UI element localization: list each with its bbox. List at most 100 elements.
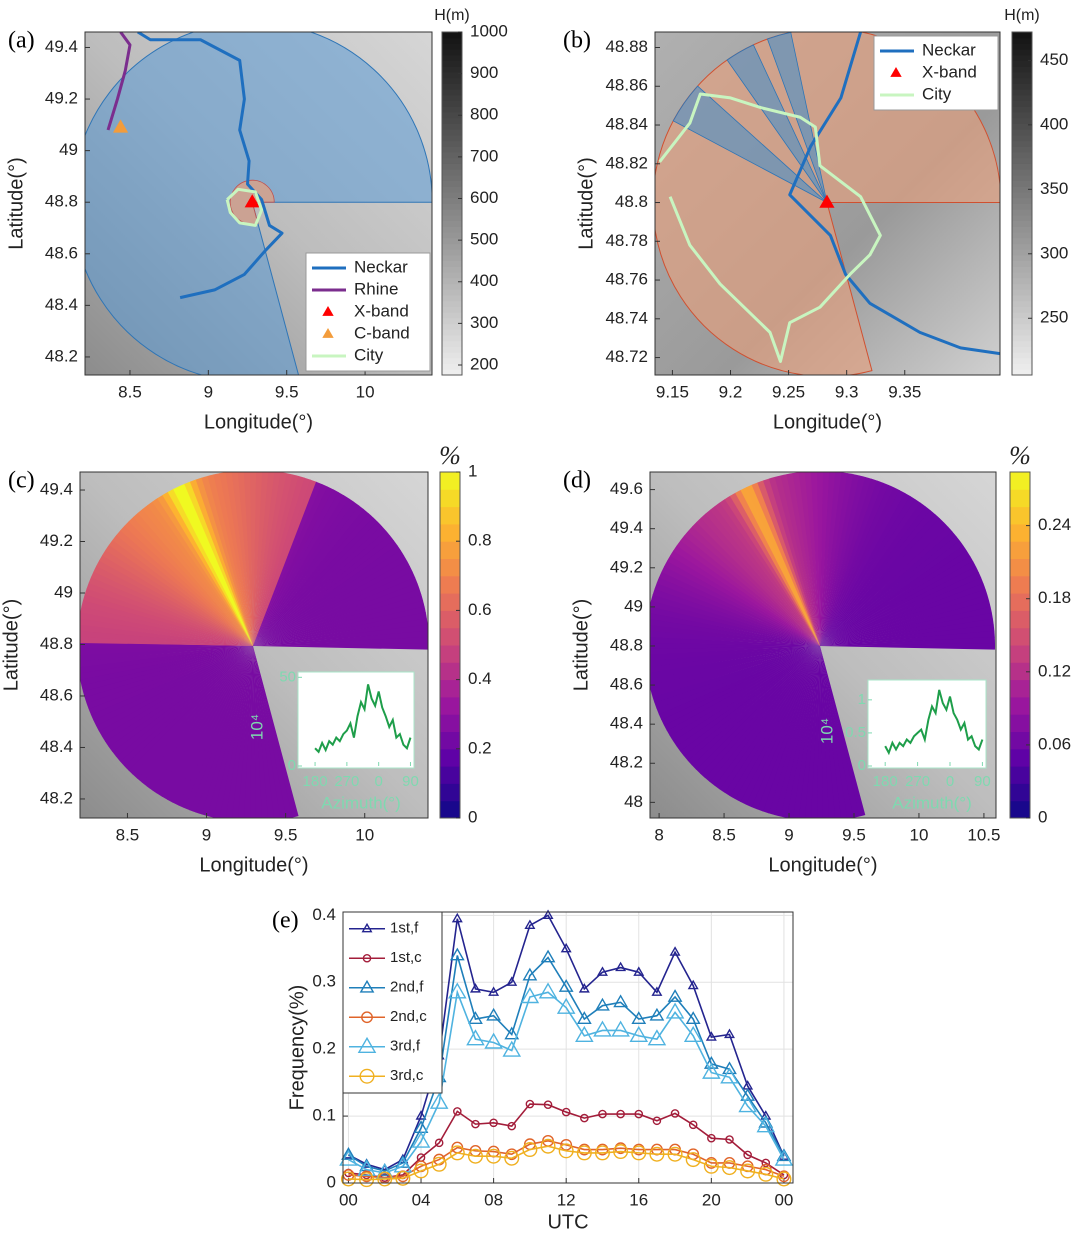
colorbar-band bbox=[442, 49, 462, 56]
colorbar-band bbox=[1010, 541, 1030, 559]
colorbar-band bbox=[1012, 163, 1032, 170]
frequency-field bbox=[751, 646, 820, 810]
inset-x-tick-label: 180 bbox=[873, 773, 898, 790]
colorbar-band bbox=[1012, 106, 1032, 113]
frequency-field bbox=[656, 646, 820, 715]
marker bbox=[613, 994, 629, 1008]
frequency-field bbox=[162, 491, 253, 646]
frequency-field bbox=[820, 490, 906, 646]
inset-y-tick-label: 0 bbox=[288, 757, 296, 774]
colorbar-band bbox=[442, 37, 462, 44]
frequency-field bbox=[253, 606, 426, 646]
colorbar-band bbox=[442, 54, 462, 62]
frequency-field bbox=[88, 576, 253, 646]
frequency-field bbox=[820, 522, 949, 646]
frequency-field bbox=[93, 646, 253, 726]
frequency-field bbox=[105, 646, 254, 747]
frequency-field bbox=[798, 472, 820, 646]
marker bbox=[688, 1120, 698, 1130]
y-tick-label: 48.2 bbox=[40, 788, 73, 807]
frequency-field bbox=[80, 642, 253, 650]
colorbar-band bbox=[440, 523, 460, 542]
frequency-field bbox=[654, 646, 820, 709]
frequency-field bbox=[249, 646, 257, 818]
frequency-field bbox=[237, 472, 253, 646]
frequency-field bbox=[178, 483, 253, 646]
colorbar-band bbox=[1012, 60, 1032, 67]
frequency-field bbox=[820, 482, 889, 646]
legend-label: Neckar bbox=[922, 40, 976, 59]
marker bbox=[525, 1099, 535, 1109]
colorbar-band bbox=[442, 277, 462, 285]
marker bbox=[468, 1011, 483, 1024]
inset-x-tick-label: 90 bbox=[402, 773, 419, 790]
x-tick-label: 20 bbox=[702, 1190, 721, 1209]
marker bbox=[576, 1145, 592, 1161]
frequency-field bbox=[676, 540, 820, 646]
frequency-field bbox=[683, 530, 820, 646]
y-axis-label: Latitude(°) bbox=[0, 599, 22, 692]
marker bbox=[707, 1133, 716, 1143]
colorbar-tick-label: 0.2 bbox=[468, 738, 492, 757]
colorbar-band bbox=[1012, 300, 1032, 307]
marker bbox=[596, 966, 608, 976]
x-tick-label: 10 bbox=[356, 382, 375, 401]
colorbar-band bbox=[442, 163, 462, 170]
frequency-field bbox=[95, 646, 253, 732]
frequency-field bbox=[253, 624, 428, 646]
colorbar-band bbox=[1010, 714, 1030, 732]
marker bbox=[611, 1020, 630, 1037]
frequency-field bbox=[786, 473, 820, 646]
colorbar-band bbox=[442, 260, 462, 267]
frequency-field bbox=[253, 495, 350, 646]
colorbar-band bbox=[1012, 369, 1032, 376]
frequency-field bbox=[700, 513, 820, 646]
radar-marker bbox=[244, 194, 260, 208]
colorbar-band bbox=[442, 169, 462, 176]
legend-label: Neckar bbox=[354, 257, 408, 276]
frequency-field bbox=[709, 505, 820, 646]
colorbar-band bbox=[440, 679, 460, 698]
frequency-field bbox=[161, 646, 253, 800]
y-tick-label: 48.4 bbox=[40, 737, 73, 756]
marker bbox=[774, 1149, 794, 1166]
colorbar-band bbox=[1012, 54, 1032, 62]
y-tick-label: 49.2 bbox=[40, 531, 73, 550]
frequency-field bbox=[669, 646, 820, 742]
y-tick-label: 48.2 bbox=[45, 346, 78, 365]
colorbar-band bbox=[1012, 123, 1032, 130]
plot-frame bbox=[654, 31, 1001, 376]
map-line bbox=[658, 92, 882, 363]
colorbar-band bbox=[1010, 472, 1030, 490]
marker bbox=[540, 949, 556, 963]
frequency-field bbox=[253, 630, 428, 646]
frequency-field bbox=[820, 606, 992, 646]
frequency-field bbox=[101, 646, 253, 742]
colorbar-band bbox=[1012, 203, 1032, 210]
map-line bbox=[137, 32, 284, 300]
marker bbox=[598, 1109, 607, 1119]
inset-line bbox=[884, 689, 984, 756]
frequency-field bbox=[691, 646, 820, 770]
colorbar-band bbox=[442, 329, 462, 336]
inset-x-tick-label: 0 bbox=[374, 773, 382, 790]
marker bbox=[359, 1172, 375, 1188]
x-tick-label: 10.5 bbox=[967, 825, 1000, 844]
marker bbox=[504, 1150, 520, 1166]
frequency-field bbox=[683, 646, 820, 761]
inset-x-tick-label: 0 bbox=[946, 773, 954, 790]
legend-marker bbox=[322, 306, 334, 316]
marker bbox=[558, 979, 574, 992]
marker bbox=[778, 1170, 790, 1183]
frequency-field bbox=[201, 475, 253, 646]
colorbar-tick-label: 0.12 bbox=[1038, 661, 1071, 680]
frequency-field bbox=[253, 612, 427, 646]
marker bbox=[705, 1031, 717, 1041]
colorbar-band bbox=[440, 506, 460, 525]
colorbar-band bbox=[440, 696, 460, 715]
panel-label: (c) bbox=[8, 468, 35, 494]
colorbar-band bbox=[1010, 593, 1030, 611]
marker bbox=[629, 1025, 649, 1043]
legend-label: 3rd,f bbox=[390, 1038, 421, 1055]
frequency-field bbox=[80, 646, 253, 662]
